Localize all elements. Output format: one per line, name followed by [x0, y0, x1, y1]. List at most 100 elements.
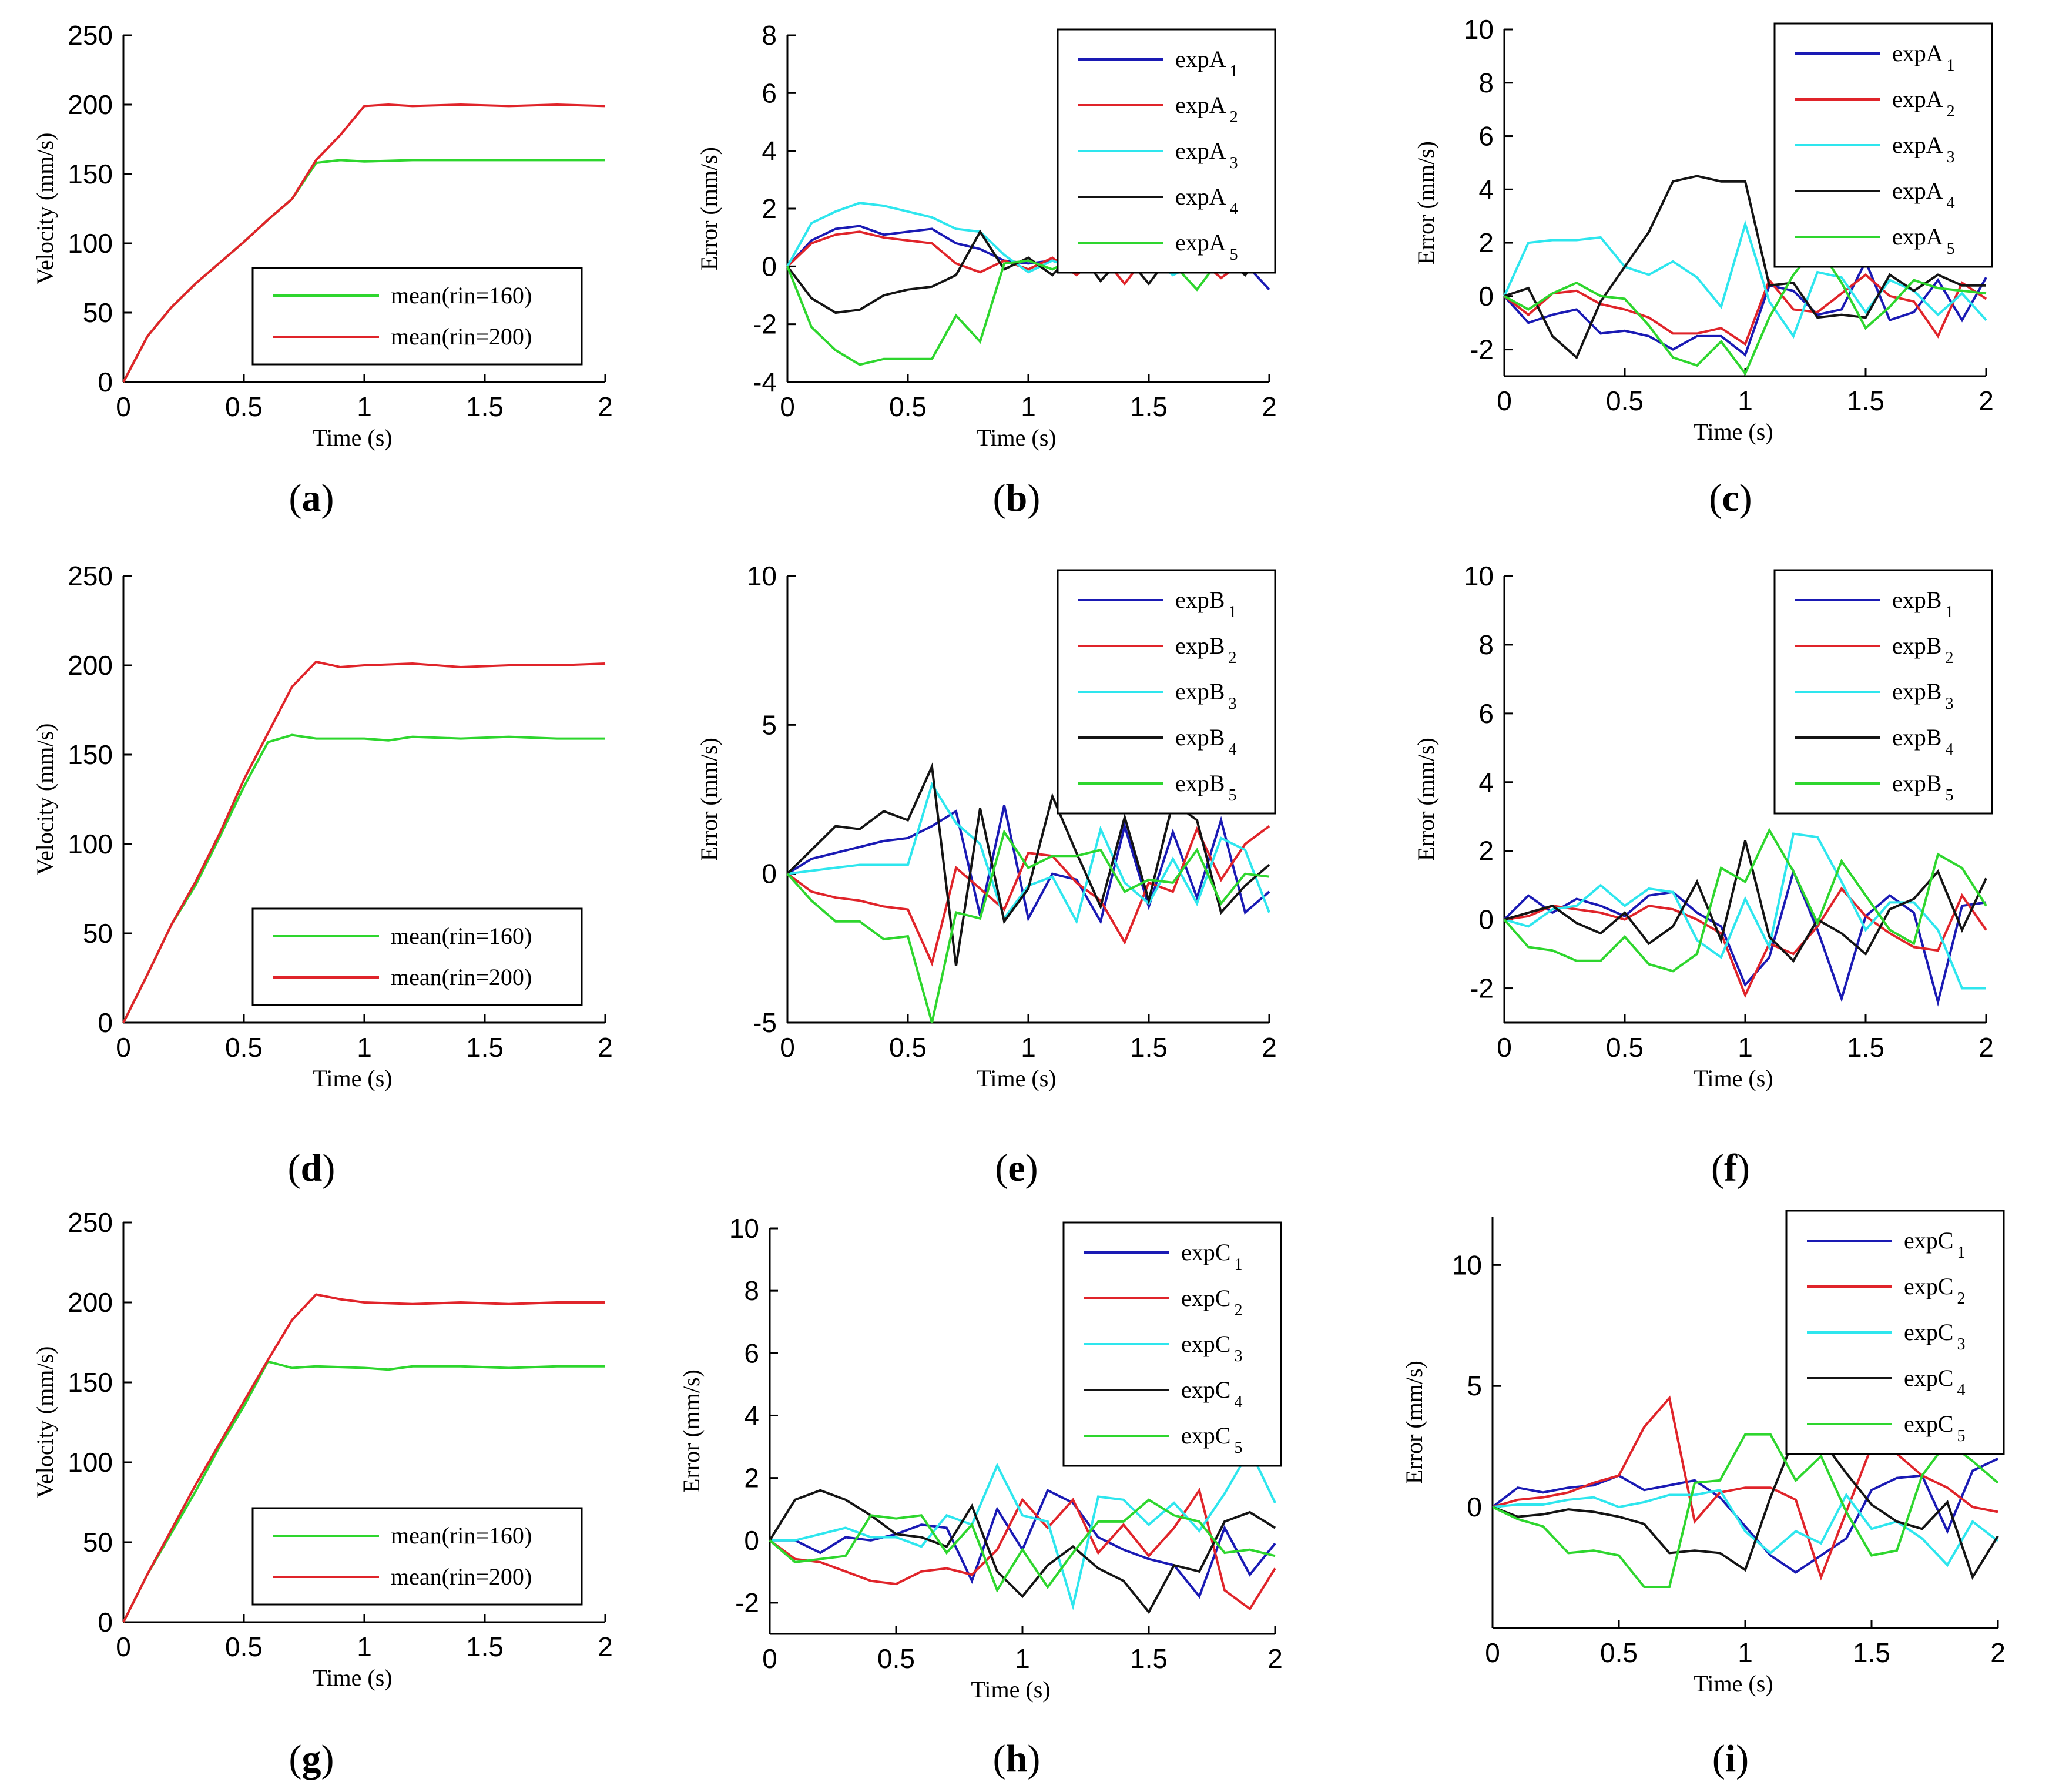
- h-y-tick-label: 4: [744, 1400, 759, 1431]
- b-x-axis-title: Time (s): [977, 424, 1056, 451]
- d-x-tick-label: 0.5: [225, 1032, 263, 1063]
- d-x-tick-label: 1.5: [466, 1032, 504, 1063]
- c-series-2-line: [1503, 273, 1987, 346]
- f-x-tick-label: 1: [1738, 1032, 1753, 1063]
- c-x-tick-label: 1.5: [1847, 386, 1884, 416]
- c-series-1-line: [1503, 258, 1987, 357]
- b-x-tick-label: 0.5: [889, 391, 927, 422]
- b-y-tick-label: 8: [762, 20, 777, 51]
- i-x-tick-label: 0.5: [1600, 1637, 1638, 1668]
- f-y-tick-label: -2: [1470, 973, 1494, 1004]
- g-x-tick-label: 1.5: [466, 1632, 504, 1662]
- d-y-tick-label: 0: [98, 1007, 113, 1038]
- e-x-tick-label: 1: [1021, 1032, 1036, 1063]
- f-series-4-line: [1504, 840, 1987, 963]
- panel-g: 0 0.5 1 1.5 2 0 50 100 150 200 250 Time (s) Velocity…: [32, 1207, 613, 1691]
- i-x-axis-title: Time (s): [1694, 1670, 1773, 1697]
- panel-i: 0 0.5 1 1.5 2 0 5 10 Time (s) Error (mm/s) expC 1ex…: [1401, 1210, 2006, 1697]
- f-x-tick-label: 0: [1497, 1032, 1512, 1063]
- caption-e: (e): [995, 1147, 1038, 1190]
- g-y-tick-label: 250: [68, 1207, 113, 1238]
- g-x-axis-title: Time (s): [313, 1664, 392, 1691]
- a-series-2-line: [122, 103, 606, 383]
- f-y-tick-label: 4: [1478, 767, 1494, 798]
- c-y-tick-label: -2: [1470, 334, 1494, 365]
- g-legend-label: mean(rin=160): [391, 1522, 532, 1549]
- caption-a: (a): [289, 477, 334, 520]
- g-legend-box: [251, 1507, 583, 1606]
- g-x-tick-label: 2: [598, 1632, 613, 1662]
- h-series-1-line: [770, 1489, 1276, 1599]
- g-x-tick-label: 0.5: [225, 1632, 263, 1662]
- h-y-tick-label: 2: [744, 1463, 759, 1493]
- f-series-2-line: [1504, 886, 1987, 999]
- h-x-tick-label: 0: [762, 1643, 777, 1674]
- b-y-tick-label: 2: [762, 193, 777, 224]
- g-y-tick-label: 150: [68, 1367, 113, 1398]
- d-y-axis-title: Velocity (mm/s): [32, 724, 58, 876]
- g-series-2-line: [122, 1293, 605, 1623]
- a-legend-label: mean(rin=200): [391, 323, 532, 350]
- a-legend-box: [251, 267, 583, 366]
- d-y-tick-label: 150: [68, 739, 113, 770]
- i-y-axis-title: Error (mm/s): [1401, 1361, 1427, 1484]
- c-x-tick-label: 0: [1497, 386, 1512, 416]
- b-y-axis-title: Error (mm/s): [696, 147, 722, 270]
- caption-g: (g): [289, 1737, 334, 1780]
- i-series-4-line: [1492, 1433, 1999, 1580]
- f-y-tick-label: 8: [1478, 629, 1494, 660]
- d-x-axis-title: Time (s): [313, 1065, 392, 1091]
- b-series-5-line: [786, 247, 1270, 366]
- a-y-tick-label: 250: [68, 20, 113, 51]
- c-y-tick-label: 10: [1464, 14, 1494, 45]
- a-x-tick-label: 1: [357, 391, 372, 422]
- d-x-tick-label: 2: [598, 1032, 613, 1063]
- g-legend-item: mean(rin=160): [273, 1522, 532, 1549]
- a-x-tick-label: 1.5: [466, 391, 504, 422]
- e-x-axis-title: Time (s): [977, 1065, 1056, 1091]
- caption-c: (c): [1709, 477, 1752, 520]
- d-y-tick-label: 50: [83, 918, 113, 949]
- g-y-axis-title: Velocity (mm/s): [32, 1346, 58, 1499]
- b-x-tick-label: 1.5: [1130, 391, 1168, 422]
- a-legend-item: mean(rin=200): [273, 323, 532, 350]
- f-x-tick-label: 1.5: [1847, 1032, 1884, 1063]
- i-x-tick-label: 2: [1990, 1637, 2006, 1668]
- a-legend-label: mean(rin=160): [391, 282, 532, 309]
- c-y-tick-label: 6: [1478, 121, 1494, 152]
- g-legend-item: mean(rin=200): [273, 1563, 532, 1590]
- caption-b: (b): [992, 477, 1041, 520]
- caption-i: (i): [1712, 1737, 1749, 1780]
- f-series-1-line: [1503, 867, 1987, 1007]
- e-series-1-line: [786, 805, 1270, 925]
- g-y-tick-label: 200: [68, 1287, 113, 1318]
- h-y-tick-label: 8: [744, 1275, 759, 1306]
- caption-h: (h): [992, 1737, 1041, 1780]
- h-y-axis-title: Error (mm/s): [678, 1369, 705, 1493]
- c-x-tick-label: 0.5: [1606, 386, 1644, 416]
- h-y-tick-label: 6: [744, 1338, 759, 1368]
- i-series-5-line: [1492, 1433, 1999, 1588]
- h-x-tick-label: 1: [1015, 1643, 1030, 1674]
- e-y-tick-label: 5: [762, 709, 777, 740]
- h-series-2-line: [769, 1487, 1276, 1611]
- g-x-tick-label: 1: [357, 1632, 372, 1662]
- c-y-tick-label: 0: [1478, 281, 1494, 311]
- panel-d: 0 0.5 1 1.5 2 0 50 100 150 200 250 Time (s) Velocity…: [32, 561, 613, 1091]
- c-x-tick-label: 1: [1738, 386, 1753, 416]
- i-series-3-line: [1492, 1489, 1999, 1567]
- panel-b: 0 0.5 1 1.5 2 -4 -2 0 2 4 6 8 Time (s) Error (mm/s) ex…: [696, 20, 1277, 451]
- b-x-tick-label: 2: [1262, 391, 1277, 422]
- a-x-axis-title: Time (s): [313, 424, 392, 451]
- h-x-tick-label: 1.5: [1130, 1643, 1168, 1674]
- a-x-tick-label: 0.5: [225, 391, 263, 422]
- f-x-axis-title: Time (s): [1694, 1065, 1773, 1091]
- e-y-tick-label: 10: [747, 561, 777, 591]
- e-x-tick-label: 1.5: [1130, 1032, 1168, 1063]
- e-x-tick-label: 2: [1262, 1032, 1277, 1063]
